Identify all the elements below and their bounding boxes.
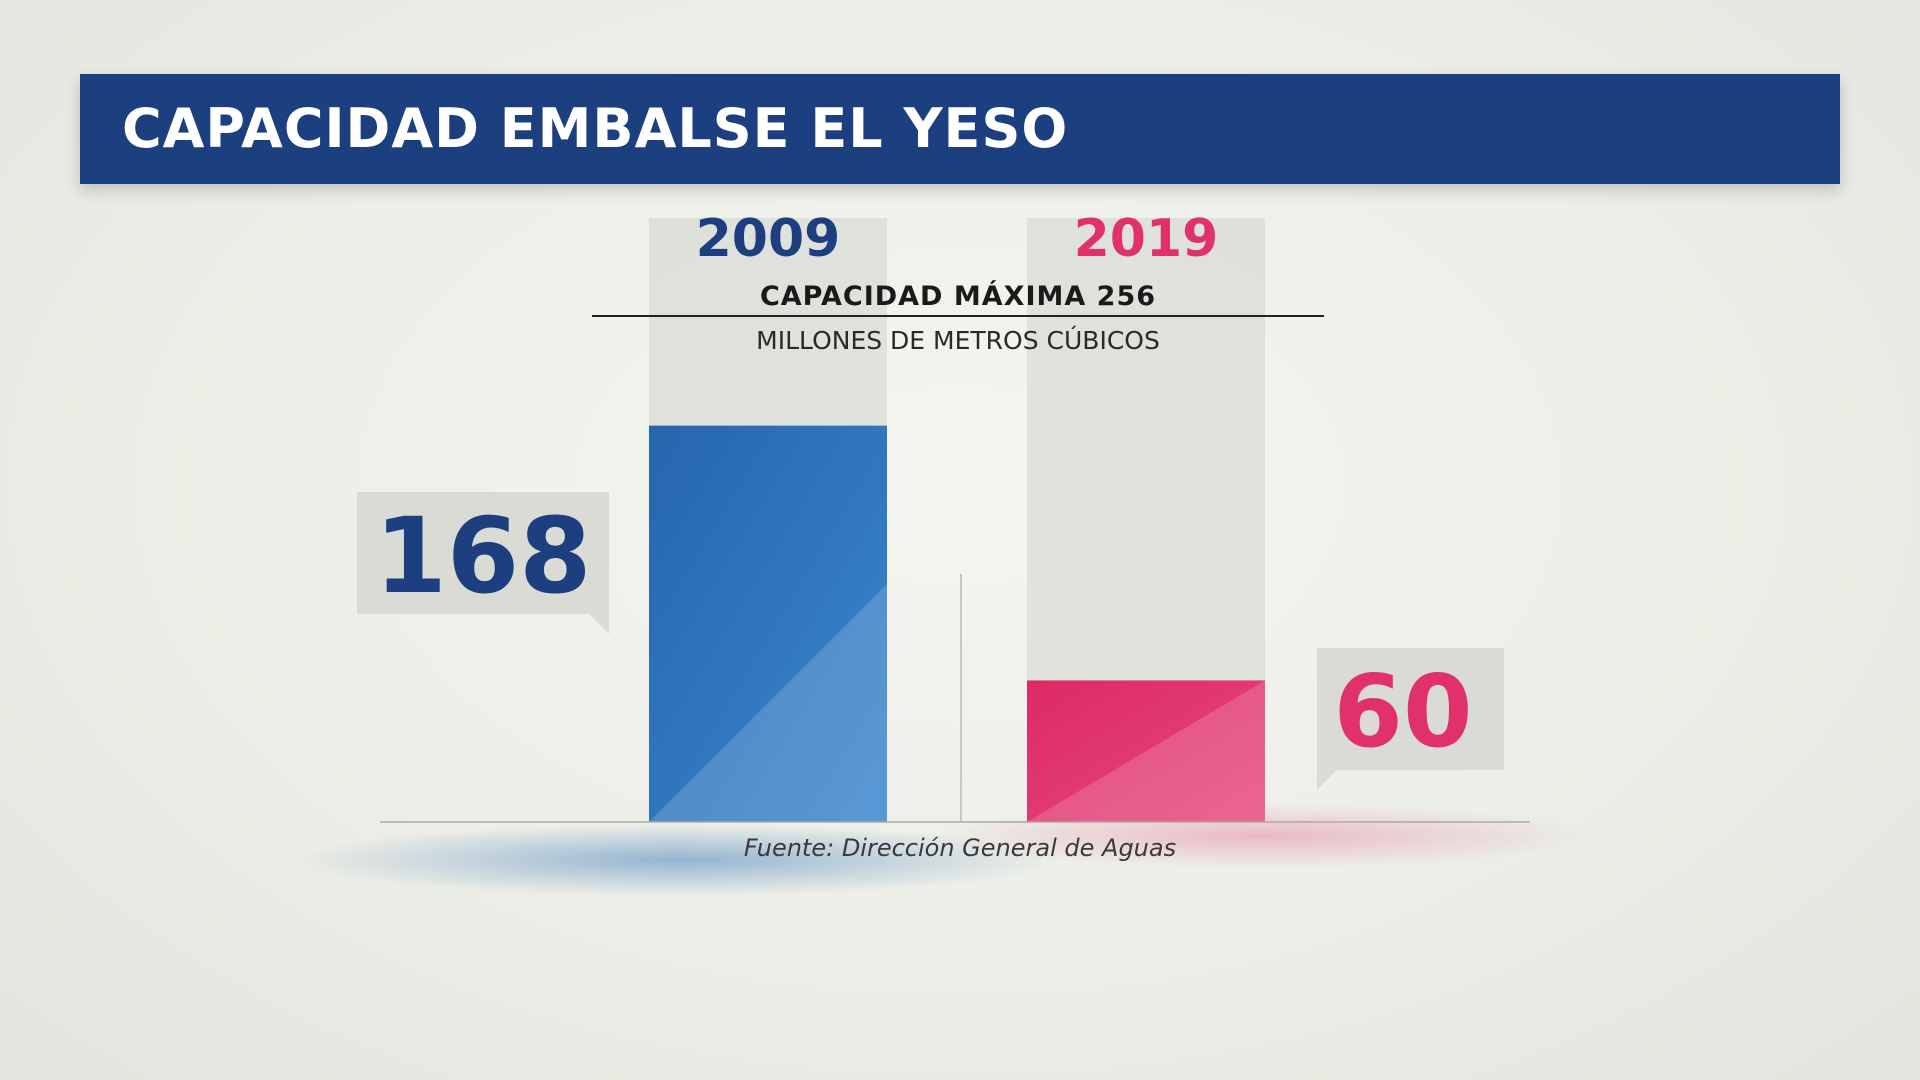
callout-pointer-2009 (589, 614, 609, 634)
bar-glow-2009 (300, 824, 1060, 896)
source-note: Fuente: Dirección General de Aguas (743, 834, 1177, 862)
value-label-2019: 60 (1333, 653, 1472, 770)
value-label-2009: 168 (374, 495, 591, 617)
year-label-2009: 2009 (696, 209, 841, 269)
bar-2009 (649, 425, 887, 822)
max-capacity-label: CAPACIDAD MÁXIMA 256 (759, 281, 1157, 312)
bar-sheen-2009 (649, 584, 887, 822)
title-banner: CAPACIDAD EMBALSE EL YESO (80, 74, 1840, 184)
capacity-divider (592, 315, 1324, 317)
unit-label: MILLONES DE METROS CÚBICOS (756, 326, 1160, 355)
bar-sheen-2019 (1027, 680, 1265, 822)
year-label-2019: 2019 (1074, 209, 1219, 269)
value-callout-2019 (1317, 648, 1504, 770)
callout-pointer-2019 (1317, 770, 1337, 790)
page-title: CAPACIDAD EMBALSE EL YESO (122, 97, 1069, 160)
value-callout-2009 (357, 492, 609, 614)
bar-2019 (1027, 680, 1265, 822)
